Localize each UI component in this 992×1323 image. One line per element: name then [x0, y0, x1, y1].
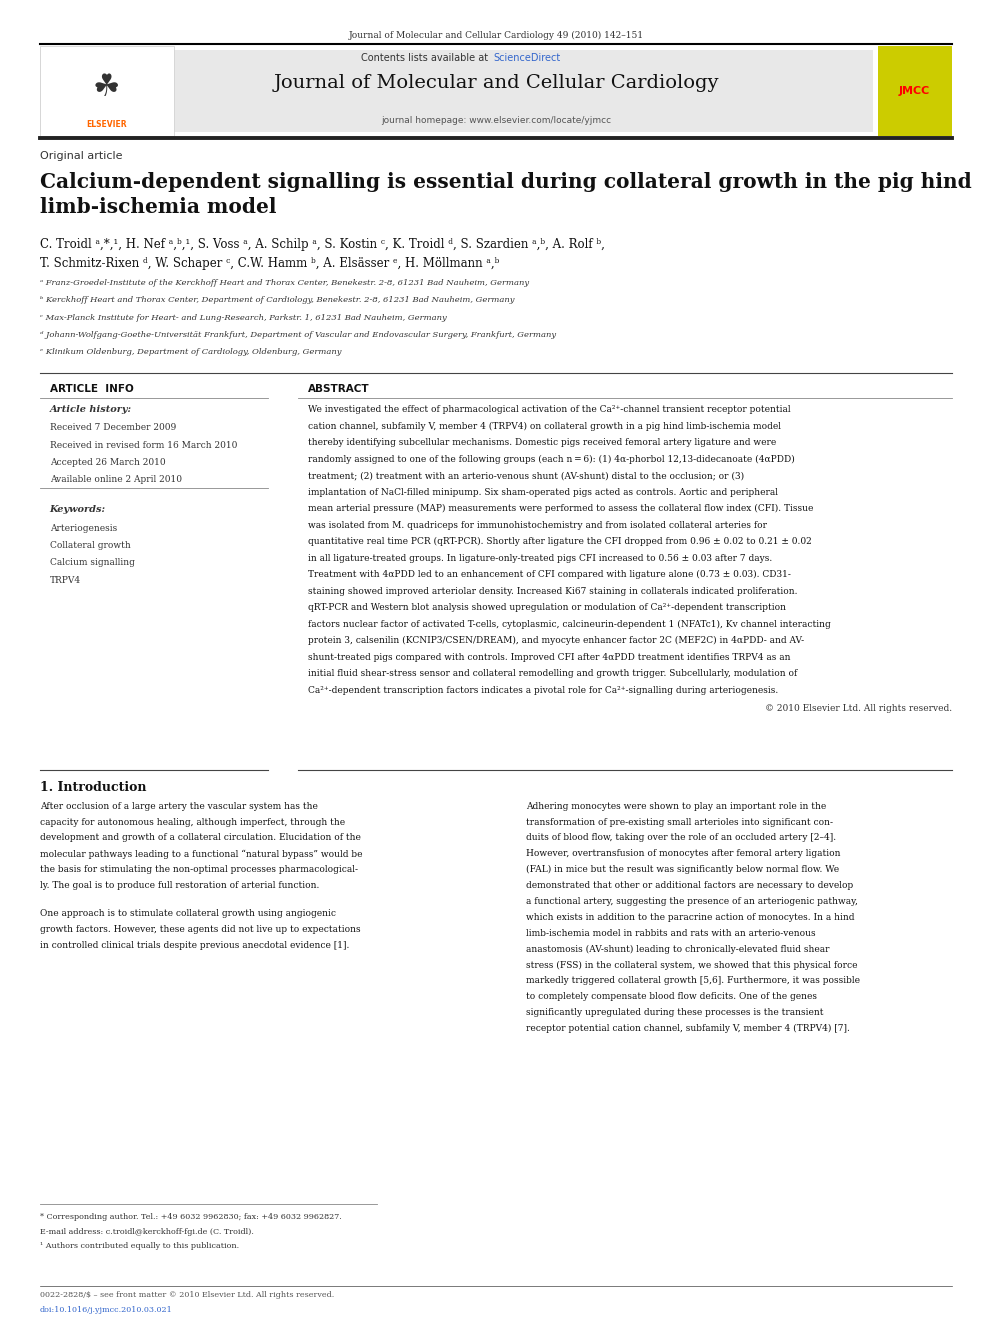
Text: ABSTRACT: ABSTRACT — [308, 384, 369, 394]
Text: 0022-2828/$ – see front matter © 2010 Elsevier Ltd. All rights reserved.: 0022-2828/$ – see front matter © 2010 El… — [40, 1291, 334, 1299]
Text: * Corresponding author. Tel.: +49 6032 9962830; fax: +49 6032 9962827.: * Corresponding author. Tel.: +49 6032 9… — [40, 1213, 341, 1221]
Text: However, overtransfusion of monocytes after femoral artery ligation: However, overtransfusion of monocytes af… — [526, 849, 840, 859]
Text: Calcium signalling: Calcium signalling — [50, 558, 135, 568]
Text: We investigated the effect of pharmacological activation of the Ca²⁺-channel tra: We investigated the effect of pharmacolo… — [308, 405, 791, 414]
Text: (FAL) in mice but the result was significantly below normal flow. We: (FAL) in mice but the result was signifi… — [526, 865, 839, 875]
Text: Arteriogenesis: Arteriogenesis — [50, 524, 117, 533]
Text: implantation of NaCl-filled minipump. Six sham-operated pigs acted as controls. : implantation of NaCl-filled minipump. Si… — [308, 487, 778, 496]
Text: Contents lists available at: Contents lists available at — [361, 53, 491, 64]
Text: duits of blood flow, taking over the role of an occluded artery [2–4].: duits of blood flow, taking over the rol… — [526, 833, 836, 843]
Text: in controlled clinical trials despite previous anecdotal evidence [1].: in controlled clinical trials despite pr… — [40, 941, 349, 950]
Text: Received in revised form 16 March 2010: Received in revised form 16 March 2010 — [50, 441, 237, 450]
Text: C. Troidl ᵃ,*,¹, H. Nef ᵃ,ᵇ,¹, S. Voss ᵃ, A. Schilp ᵃ, S. Kostin ᶜ, K. Troidl ᵈ,: C. Troidl ᵃ,*,¹, H. Nef ᵃ,ᵇ,¹, S. Voss ᵃ… — [40, 238, 604, 251]
Text: One approach is to stimulate collateral growth using angiogenic: One approach is to stimulate collateral … — [40, 909, 335, 918]
Text: journal homepage: www.elsevier.com/locate/yjmcc: journal homepage: www.elsevier.com/locat… — [381, 116, 611, 126]
Text: randomly assigned to one of the following groups (each n = 6): (1) 4α-phorbol 12: randomly assigned to one of the followin… — [308, 454, 795, 463]
Text: limb-ischemia model in rabbits and rats with an arterio-venous: limb-ischemia model in rabbits and rats … — [526, 929, 815, 938]
Text: JMCC: JMCC — [899, 86, 930, 97]
Text: Keywords:: Keywords: — [50, 505, 106, 515]
Text: ᵈ Johann-Wolfgang-Goethe-Universität Frankfurt, Department of Vascular and Endov: ᵈ Johann-Wolfgang-Goethe-Universität Fra… — [40, 331, 556, 339]
Text: Journal of Molecular and Cellular Cardiology 49 (2010) 142–151: Journal of Molecular and Cellular Cardio… — [348, 30, 644, 40]
Text: ᵇ Kerckhoff Heart and Thorax Center, Department of Cardiology, Benekestr. 2-8, 6: ᵇ Kerckhoff Heart and Thorax Center, Dep… — [40, 296, 514, 304]
Text: stress (FSS) in the collateral system, we showed that this physical force: stress (FSS) in the collateral system, w… — [526, 960, 857, 970]
Text: thereby identifying subcellular mechanisms. Domestic pigs received femoral arter: thereby identifying subcellular mechanis… — [308, 438, 776, 447]
Text: ELSEVIER: ELSEVIER — [86, 120, 126, 128]
Text: Received 7 December 2009: Received 7 December 2009 — [50, 423, 176, 433]
Text: to completely compensate blood flow deficits. One of the genes: to completely compensate blood flow defi… — [526, 992, 816, 1002]
Text: ᶜ Max-Planck Institute for Heart- and Lung-Research, Parkstr. 1, 61231 Bad Nauhe: ᶜ Max-Planck Institute for Heart- and Lu… — [40, 314, 446, 321]
Text: Collateral growth: Collateral growth — [50, 541, 130, 550]
Text: Adhering monocytes were shown to play an important role in the: Adhering monocytes were shown to play an… — [526, 802, 826, 811]
Text: ᵃ Franz-Groedel-Institute of the Kerckhoff Heart and Thorax Center, Benekestr. 2: ᵃ Franz-Groedel-Institute of the Kerckho… — [40, 279, 529, 287]
Text: in all ligature-treated groups. In ligature-only-treated pigs CFI increased to 0: in all ligature-treated groups. In ligat… — [308, 553, 772, 562]
Text: Article history:: Article history: — [50, 405, 132, 414]
Text: Accepted 26 March 2010: Accepted 26 March 2010 — [50, 458, 166, 467]
Text: demonstrated that other or additional factors are necessary to develop: demonstrated that other or additional fa… — [526, 881, 853, 890]
FancyBboxPatch shape — [878, 46, 952, 136]
Text: Treatment with 4αPDD led to an enhancement of CFI compared with ligature alone (: Treatment with 4αPDD led to an enhanceme… — [308, 570, 791, 579]
Text: ARTICLE  INFO: ARTICLE INFO — [50, 384, 133, 394]
Text: 1. Introduction: 1. Introduction — [40, 781, 146, 794]
Text: markedly triggered collateral growth [5,6]. Furthermore, it was possible: markedly triggered collateral growth [5,… — [526, 976, 860, 986]
Text: growth factors. However, these agents did not live up to expectations: growth factors. However, these agents di… — [40, 925, 360, 934]
Text: transformation of pre-existing small arterioles into significant con-: transformation of pre-existing small art… — [526, 818, 832, 827]
Text: quantitative real time PCR (qRT-PCR). Shortly after ligature the CFI dropped fro: quantitative real time PCR (qRT-PCR). Sh… — [308, 537, 811, 546]
Text: qRT-PCR and Western blot analysis showed upregulation or modulation of Ca²⁺-depe: qRT-PCR and Western blot analysis showed… — [308, 603, 786, 613]
Text: Journal of Molecular and Cellular Cardiology: Journal of Molecular and Cellular Cardio… — [273, 74, 719, 93]
Text: Available online 2 April 2010: Available online 2 April 2010 — [50, 475, 182, 484]
Text: mean arterial pressure (MAP) measurements were performed to assess the collatera: mean arterial pressure (MAP) measurement… — [308, 504, 812, 513]
FancyBboxPatch shape — [40, 46, 174, 136]
Text: After occlusion of a large artery the vascular system has the: After occlusion of a large artery the va… — [40, 802, 317, 811]
Text: significantly upregulated during these processes is the transient: significantly upregulated during these p… — [526, 1008, 823, 1017]
Text: Calcium-dependent signalling is essential during collateral growth in the pig hi: Calcium-dependent signalling is essentia… — [40, 172, 971, 217]
Text: T. Schmitz-Rixen ᵈ, W. Schaper ᶜ, C.W. Hamm ᵇ, A. Elsässer ᵉ, H. Möllmann ᵃ,ᵇ: T. Schmitz-Rixen ᵈ, W. Schaper ᶜ, C.W. H… — [40, 257, 499, 270]
Text: initial fluid shear-stress sensor and collateral remodelling and growth trigger.: initial fluid shear-stress sensor and co… — [308, 669, 797, 679]
Text: molecular pathways leading to a functional “natural bypass” would be: molecular pathways leading to a function… — [40, 849, 362, 859]
FancyBboxPatch shape — [40, 50, 873, 132]
Text: a functional artery, suggesting the presence of an arteriogenic pathway,: a functional artery, suggesting the pres… — [526, 897, 858, 906]
Text: which exists in addition to the paracrine action of monocytes. In a hind: which exists in addition to the paracrin… — [526, 913, 854, 922]
Text: treatment; (2) treatment with an arterio-venous shunt (AV-shunt) distal to the o: treatment; (2) treatment with an arterio… — [308, 471, 744, 480]
Text: was isolated from M. quadriceps for immunohistochemistry and from isolated colla: was isolated from M. quadriceps for immu… — [308, 520, 767, 529]
Text: ☘: ☘ — [92, 73, 120, 102]
Text: factors nuclear factor of activated T-cells, cytoplasmic, calcineurin-dependent : factors nuclear factor of activated T-ce… — [308, 619, 830, 628]
Text: Ca²⁺-dependent transcription factors indicates a pivotal role for Ca²⁺-signallin: Ca²⁺-dependent transcription factors ind… — [308, 685, 778, 695]
Text: doi:10.1016/j.yjmcc.2010.03.021: doi:10.1016/j.yjmcc.2010.03.021 — [40, 1306, 173, 1314]
Text: cation channel, subfamily V, member 4 (TRPV4) on collateral growth in a pig hind: cation channel, subfamily V, member 4 (T… — [308, 421, 781, 430]
Text: receptor potential cation channel, subfamily V, member 4 (TRPV4) [7].: receptor potential cation channel, subfa… — [526, 1024, 849, 1033]
Text: ScienceDirect: ScienceDirect — [493, 53, 560, 64]
Text: protein 3, calsenilin (KCNIP3/CSEN/DREAM), and myocyte enhancer factor 2C (MEF2C: protein 3, calsenilin (KCNIP3/CSEN/DREAM… — [308, 636, 804, 646]
Text: © 2010 Elsevier Ltd. All rights reserved.: © 2010 Elsevier Ltd. All rights reserved… — [765, 704, 952, 713]
Text: staining showed improved arteriolar density. Increased Ki67 staining in collater: staining showed improved arteriolar dens… — [308, 586, 797, 595]
Text: Original article: Original article — [40, 151, 122, 161]
Text: ᵉ Klinikum Oldenburg, Department of Cardiology, Oldenburg, Germany: ᵉ Klinikum Oldenburg, Department of Card… — [40, 348, 341, 356]
Text: the basis for stimulating the non-optimal processes pharmacological-: the basis for stimulating the non-optima… — [40, 865, 358, 875]
Text: ¹ Authors contributed equally to this publication.: ¹ Authors contributed equally to this pu… — [40, 1242, 239, 1250]
Text: shunt-treated pigs compared with controls. Improved CFI after 4αPDD treatment id: shunt-treated pigs compared with control… — [308, 652, 790, 662]
Text: capacity for autonomous healing, although imperfect, through the: capacity for autonomous healing, althoug… — [40, 818, 345, 827]
Text: E-mail address: c.troidl@kerckhoff-fgi.de (C. Troidl).: E-mail address: c.troidl@kerckhoff-fgi.d… — [40, 1228, 254, 1236]
Text: anastomosis (AV-shunt) leading to chronically-elevated fluid shear: anastomosis (AV-shunt) leading to chroni… — [526, 945, 829, 954]
Text: TRPV4: TRPV4 — [50, 576, 80, 585]
Text: ly. The goal is to produce full restoration of arterial function.: ly. The goal is to produce full restorat… — [40, 881, 319, 890]
Text: development and growth of a collateral circulation. Elucidation of the: development and growth of a collateral c… — [40, 833, 360, 843]
